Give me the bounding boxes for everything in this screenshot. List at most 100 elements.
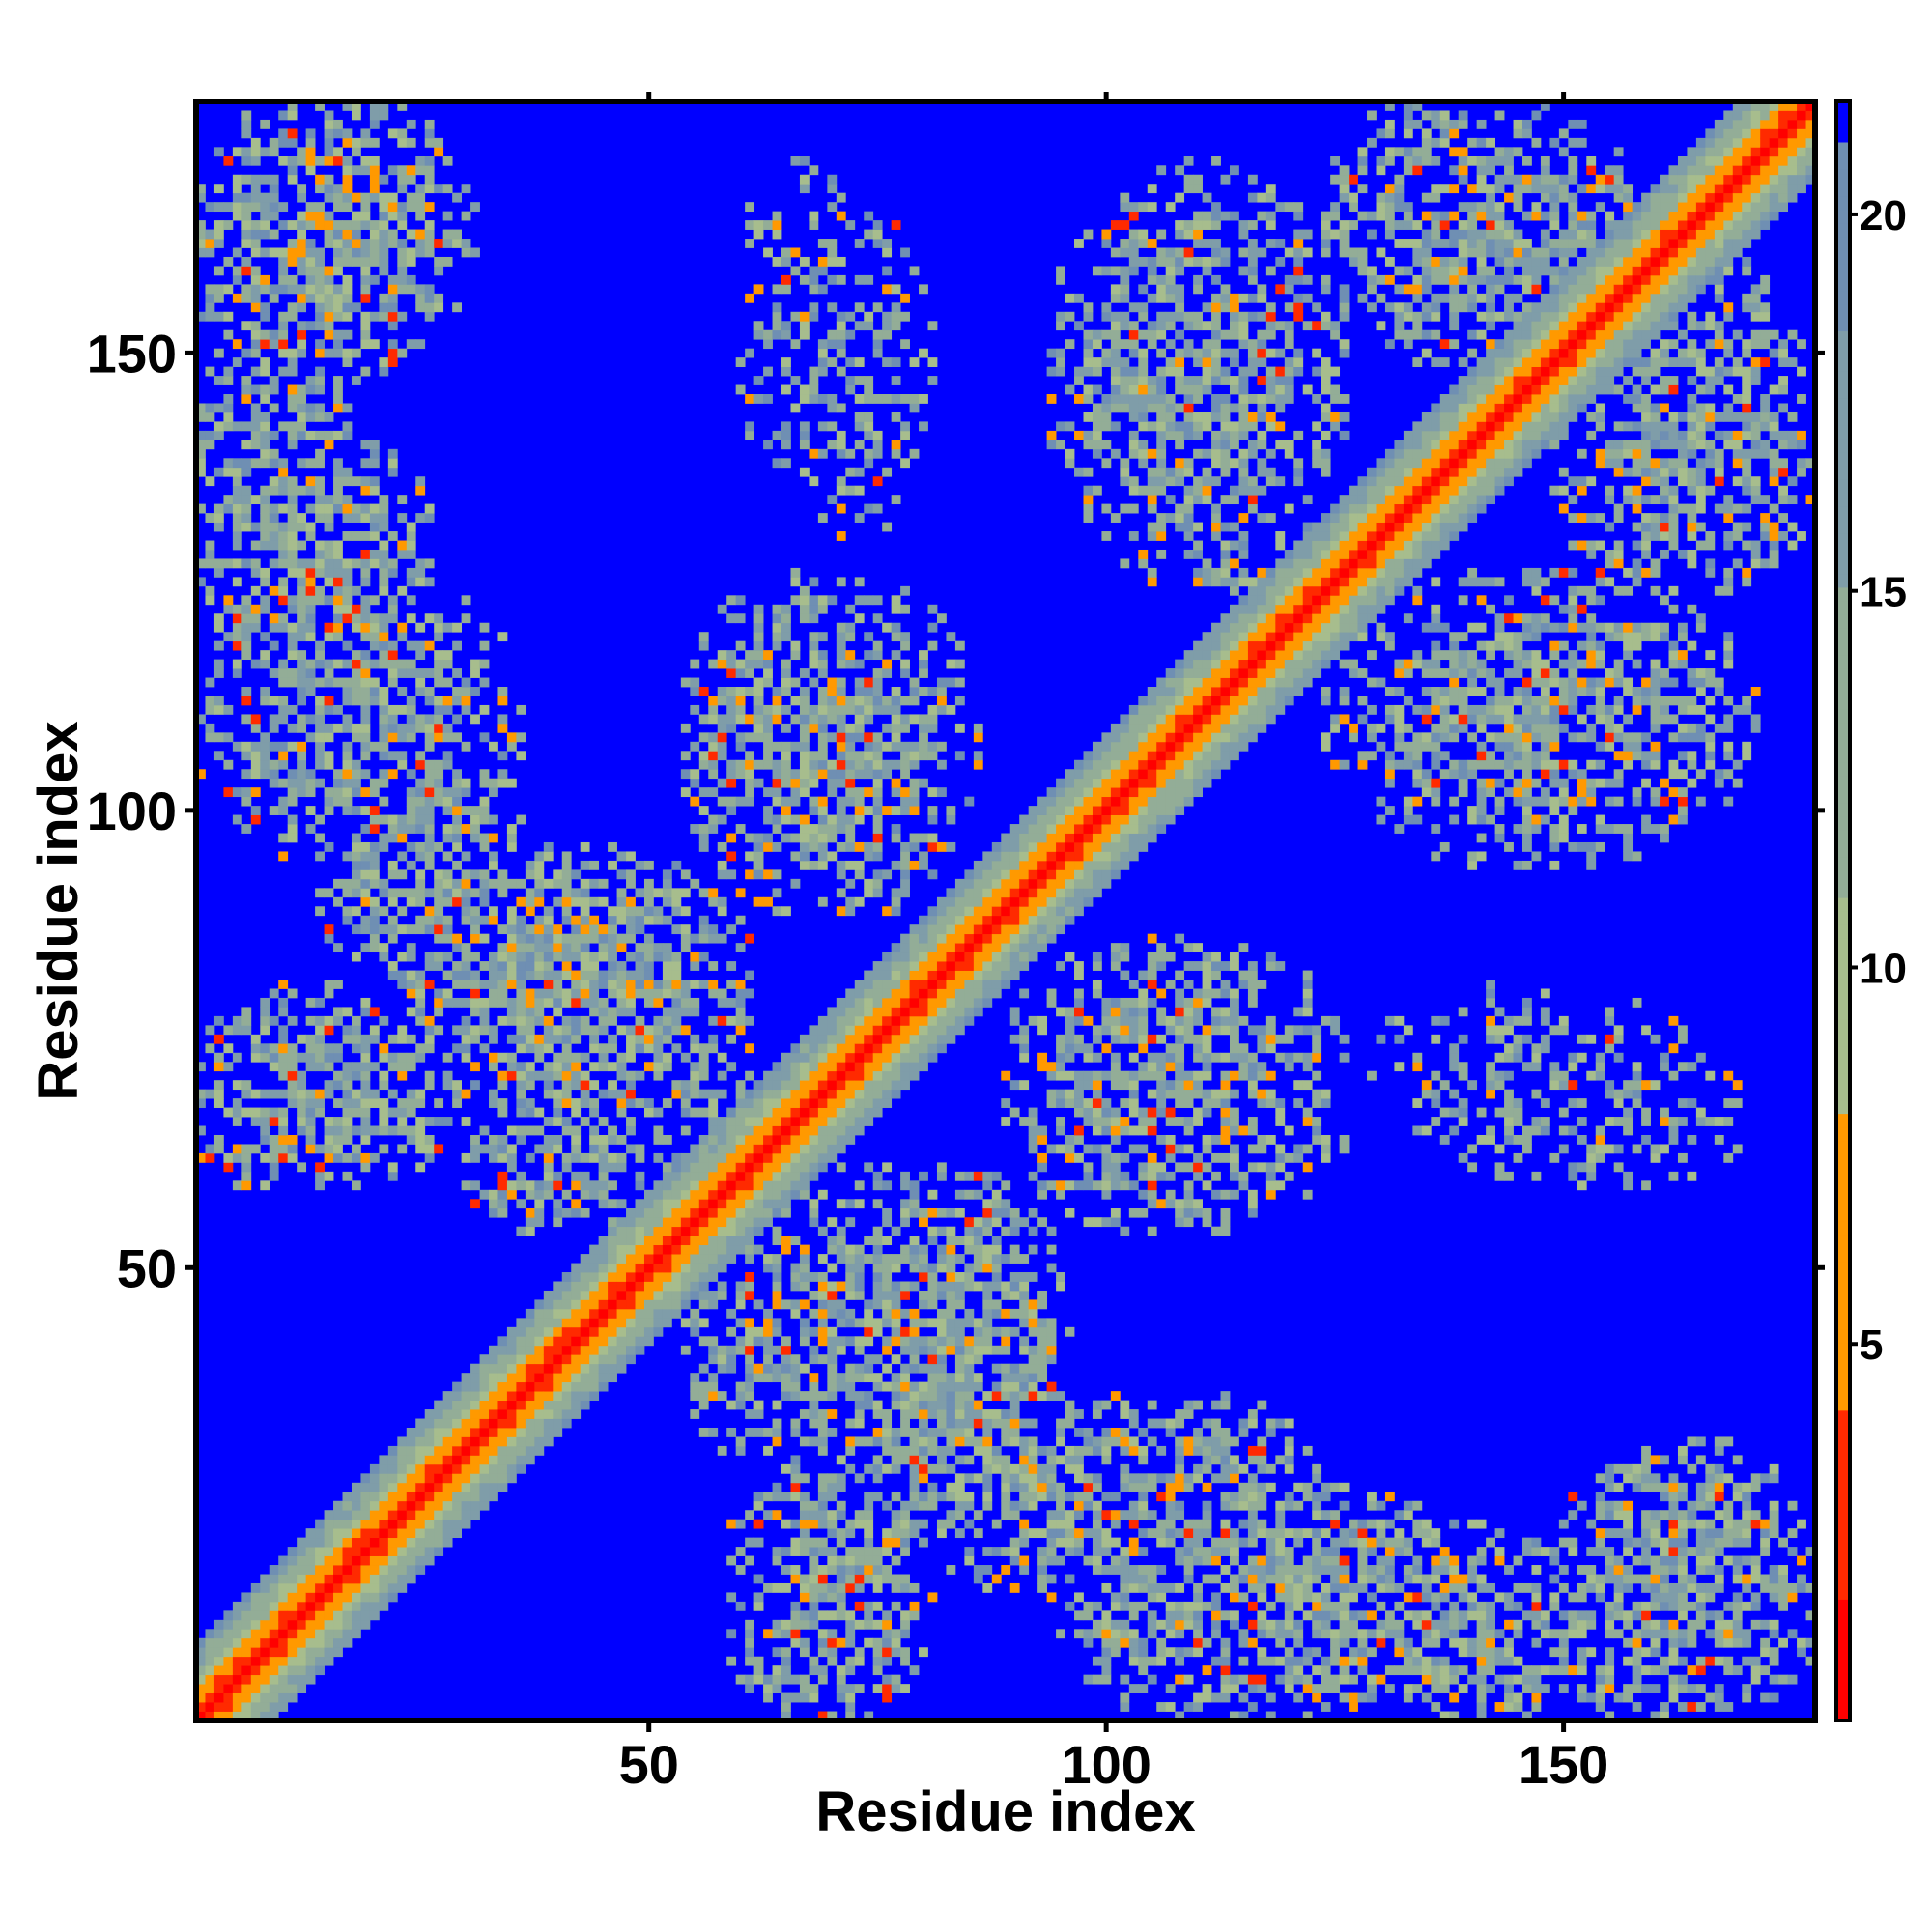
heatmap-cell [315, 1162, 325, 1173]
heatmap-cell [891, 1354, 901, 1365]
heatmap-cell [799, 1080, 810, 1091]
heatmap-cell [205, 1674, 215, 1685]
heatmap-cell [745, 769, 755, 780]
heatmap-cell [909, 759, 920, 770]
heatmap-cell [434, 778, 444, 788]
heatmap-cell [817, 1500, 828, 1511]
heatmap-cell [242, 239, 252, 248]
heatmap-cell [827, 1510, 838, 1520]
heatmap-cell [836, 476, 846, 487]
heatmap-cell [369, 1582, 380, 1593]
heatmap-cell [571, 1326, 582, 1337]
heatmap-cell [809, 659, 819, 669]
heatmap-cell [415, 980, 426, 989]
heatmap-cell [479, 1400, 490, 1410]
heatmap-cell [608, 1336, 617, 1347]
heatmap-cell [324, 128, 334, 139]
heatmap-cell [434, 613, 444, 624]
heatmap-cell [717, 896, 727, 907]
heatmap-cell [297, 239, 307, 248]
heatmap-cell [900, 933, 910, 944]
heatmap-cell [817, 1647, 828, 1658]
heatmap-cell [260, 202, 270, 213]
heatmap-cell [608, 1345, 617, 1355]
heatmap-cell [553, 1373, 563, 1383]
heatmap-cell [891, 1254, 901, 1264]
heatmap-cell [461, 980, 471, 989]
heatmap-cell [543, 1043, 554, 1054]
heatmap-cell [790, 567, 801, 578]
heatmap-cell [406, 174, 416, 185]
heatmap-cell [854, 421, 865, 432]
heatmap-cell [854, 1510, 865, 1520]
heatmap-cell [817, 1482, 828, 1492]
heatmap-cell [305, 1107, 316, 1118]
heatmap-cell [278, 577, 289, 587]
heatmap-cell [196, 192, 206, 203]
heatmap-cell [781, 1391, 791, 1401]
heatmap-cell [269, 137, 279, 148]
heatmap-cell [726, 1244, 737, 1255]
heatmap-cell [653, 1134, 664, 1145]
heatmap-cell [305, 1144, 316, 1154]
heatmap-cell [872, 1492, 883, 1502]
heatmap-cell [406, 1125, 416, 1136]
heatmap-cell [781, 1565, 791, 1575]
heatmap-cell [342, 769, 353, 780]
heatmap-cell [836, 1555, 846, 1566]
heatmap-cell [534, 1217, 545, 1228]
heatmap-cell [470, 924, 480, 935]
heatmap-cell [561, 1299, 572, 1310]
heatmap-cell [891, 1555, 901, 1566]
heatmap-cell [772, 604, 782, 614]
heatmap-cell [900, 1574, 910, 1584]
heatmap-cell [351, 1070, 361, 1081]
heatmap-cell [763, 1582, 773, 1593]
heatmap-cell [342, 577, 353, 587]
heatmap-cell [708, 732, 719, 743]
heatmap-cell [305, 1089, 316, 1099]
heatmap-cell [305, 677, 316, 688]
heatmap-cell [434, 915, 444, 925]
heatmap-cell [424, 696, 435, 706]
heatmap-cell [452, 769, 462, 780]
heatmap-cell [305, 1619, 316, 1630]
heatmap-cell [690, 1089, 700, 1099]
heatmap-cell [909, 961, 920, 971]
heatmap-cell [287, 1098, 298, 1108]
heatmap-cell [717, 1445, 727, 1456]
heatmap-cell [708, 980, 719, 989]
heatmap-cell [836, 531, 846, 541]
heatmap-cell [324, 1117, 334, 1126]
heatmap-cell [726, 1134, 737, 1145]
heatmap-cell [479, 1418, 490, 1429]
heatmap-cell [799, 1473, 810, 1484]
heatmap-cell [561, 1070, 572, 1081]
heatmap-cell [470, 1363, 480, 1374]
heatmap-cell [626, 851, 636, 862]
heatmap-cell [305, 1098, 316, 1108]
heatmap-cell [406, 1107, 416, 1118]
heatmap-cell [333, 796, 343, 807]
heatmap-cell [287, 1656, 298, 1666]
heatmap-cell [287, 1015, 298, 1026]
heatmap-cell [745, 1089, 755, 1099]
heatmap-cell [635, 1152, 645, 1163]
heatmap-cell [653, 1015, 664, 1026]
heatmap-cell [589, 997, 600, 1008]
heatmap-cell [379, 302, 389, 313]
heatmap-cell [726, 1427, 737, 1437]
heatmap-cell [827, 256, 838, 267]
heatmap-cell [726, 1308, 737, 1319]
heatmap-cell [269, 668, 279, 678]
heatmap-cell [213, 732, 224, 743]
heatmap-cell [763, 1692, 773, 1703]
heatmap-cell [836, 1162, 846, 1173]
heatmap-cell [213, 467, 224, 477]
heatmap-cell [680, 1217, 691, 1228]
heatmap-cell [196, 1702, 206, 1712]
heatmap-cell [452, 787, 462, 798]
heatmap-cell [213, 1619, 224, 1630]
heatmap-cell [864, 394, 874, 404]
heatmap-cell [387, 302, 398, 313]
